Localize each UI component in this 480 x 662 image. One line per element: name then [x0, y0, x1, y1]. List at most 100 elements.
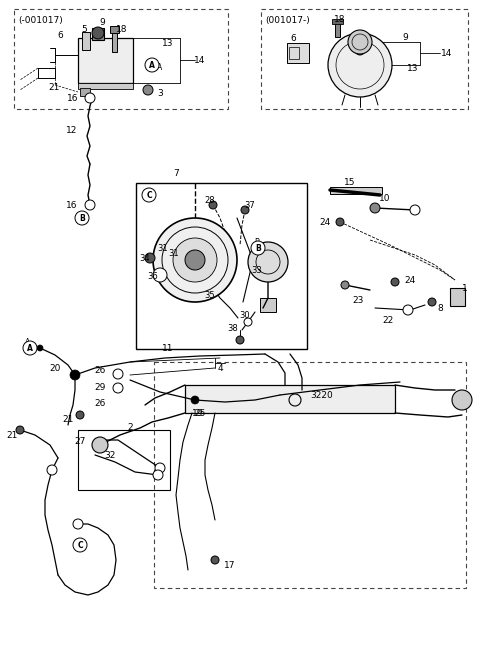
Circle shape	[403, 305, 413, 315]
Text: B: B	[255, 244, 261, 252]
Text: 5: 5	[81, 24, 87, 34]
Circle shape	[47, 465, 57, 475]
Bar	[260, 298, 276, 312]
Text: 14: 14	[441, 48, 453, 58]
Circle shape	[341, 281, 349, 289]
Bar	[332, 19, 343, 24]
Text: 29: 29	[94, 383, 106, 393]
Bar	[80, 88, 90, 96]
Bar	[78, 430, 170, 490]
Bar	[185, 385, 395, 413]
Text: 14: 14	[194, 56, 206, 64]
Circle shape	[142, 188, 156, 202]
Circle shape	[191, 396, 199, 404]
Text: 28: 28	[204, 195, 216, 205]
Text: 35: 35	[204, 291, 216, 299]
Text: 22: 22	[383, 316, 394, 324]
Circle shape	[251, 241, 265, 255]
Text: 26: 26	[94, 365, 106, 375]
Circle shape	[155, 463, 165, 473]
Circle shape	[92, 437, 108, 453]
Text: 18: 18	[334, 15, 346, 23]
Bar	[110, 26, 119, 33]
Circle shape	[143, 85, 153, 95]
Text: 3220: 3220	[310, 391, 333, 399]
Circle shape	[211, 556, 219, 564]
Text: 31: 31	[158, 244, 168, 252]
Text: 36: 36	[148, 271, 158, 281]
Text: 8: 8	[437, 303, 443, 312]
Circle shape	[75, 211, 89, 225]
Text: 25: 25	[194, 410, 206, 418]
Circle shape	[452, 390, 472, 410]
Bar	[450, 288, 465, 306]
Text: 10: 10	[379, 193, 391, 203]
Bar	[335, 21, 340, 37]
Circle shape	[70, 370, 80, 380]
Text: B: B	[254, 238, 260, 246]
Circle shape	[428, 298, 436, 306]
Text: 11: 11	[162, 344, 174, 352]
Circle shape	[153, 268, 167, 282]
Circle shape	[328, 33, 392, 97]
Bar	[289, 47, 299, 59]
Text: 16: 16	[67, 93, 79, 103]
Circle shape	[241, 206, 249, 214]
Circle shape	[92, 27, 104, 39]
Bar	[92, 28, 104, 40]
Text: 16: 16	[66, 201, 78, 209]
Bar	[136, 183, 307, 349]
Text: B: B	[79, 214, 85, 222]
Text: 13: 13	[162, 38, 174, 48]
Text: 9: 9	[99, 17, 105, 26]
Text: 7: 7	[173, 169, 179, 178]
Text: 6: 6	[290, 34, 296, 42]
Text: 15: 15	[344, 177, 356, 187]
Text: 38: 38	[228, 324, 239, 332]
Circle shape	[153, 218, 237, 302]
Circle shape	[23, 341, 37, 355]
Text: 23: 23	[352, 295, 364, 305]
Text: 1: 1	[462, 283, 468, 293]
Circle shape	[348, 30, 372, 54]
Circle shape	[85, 200, 95, 210]
Text: 30: 30	[240, 310, 250, 320]
Text: 21: 21	[62, 416, 74, 424]
Circle shape	[248, 242, 288, 282]
Text: C: C	[144, 187, 150, 197]
Bar	[261, 9, 468, 109]
Text: 12: 12	[66, 126, 78, 134]
Circle shape	[244, 318, 252, 326]
Circle shape	[113, 369, 123, 379]
Text: C: C	[146, 191, 152, 199]
Circle shape	[153, 470, 163, 480]
Text: A: A	[27, 344, 33, 352]
Circle shape	[173, 238, 217, 282]
Text: 3: 3	[157, 89, 163, 97]
Text: 9: 9	[402, 32, 408, 42]
Bar	[287, 43, 309, 63]
Text: 21: 21	[6, 432, 18, 440]
Text: 19: 19	[192, 410, 204, 418]
Bar	[14, 9, 228, 109]
Circle shape	[185, 250, 205, 270]
Text: 33: 33	[252, 265, 263, 275]
Circle shape	[85, 93, 95, 103]
Text: 26: 26	[94, 399, 106, 408]
Circle shape	[113, 383, 123, 393]
Text: A: A	[25, 338, 31, 346]
Text: 13: 13	[407, 64, 419, 73]
Circle shape	[391, 278, 399, 286]
Text: 24: 24	[319, 218, 331, 226]
Text: 4: 4	[217, 363, 223, 373]
Text: 32: 32	[104, 451, 116, 459]
Text: 21: 21	[48, 83, 60, 91]
Circle shape	[410, 205, 420, 215]
Circle shape	[16, 426, 24, 434]
Text: 24: 24	[404, 275, 416, 285]
Circle shape	[209, 201, 217, 209]
Circle shape	[145, 253, 155, 263]
Bar	[154, 362, 466, 588]
Text: 18: 18	[116, 24, 128, 34]
Bar	[112, 30, 117, 52]
